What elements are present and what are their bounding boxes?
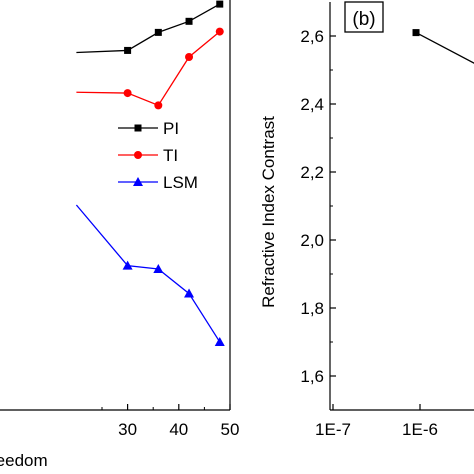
panel-b-series (412, 29, 474, 64)
series-pi-point (124, 46, 132, 54)
series-lsm-point (214, 336, 225, 346)
series-lsm-point (122, 260, 133, 270)
panel-b: 1,61,82,02,22,42,6 1E-71E-61E (b) Refrac… (259, 1, 474, 439)
legend-marker (133, 177, 143, 186)
panel-b-y-tick-label: 2,4 (300, 95, 324, 114)
legend-item-pi: PI (118, 119, 179, 138)
series-pi-point (216, 0, 224, 8)
panel-a-x-axis-label: reedom (0, 451, 48, 470)
panel-a-series (75, 0, 225, 346)
panel-b-y-ticks: 1,6 1,8 2,0 2,2 2,4 2,6 (300, 27, 336, 386)
panel-b-x-tick-label: 1E-7 (315, 420, 351, 439)
panel-b-label: (b) (352, 9, 375, 30)
panel-b-y-tick-label: 1,8 (300, 299, 324, 318)
series-ti (76, 27, 224, 110)
series-lsm (75, 204, 225, 346)
panel-b-series-point (412, 29, 420, 37)
panel-b-series-line (415, 32, 474, 64)
series-ti-point (123, 89, 132, 98)
panel-b-label-box (344, 1, 384, 33)
panel-b-y-tick-label: 2,0 (300, 231, 324, 250)
series-pi-point (154, 28, 162, 36)
panel-a-x-ticks: 30 40 50 (101, 404, 240, 439)
series-pi-point (185, 17, 193, 25)
series-pi (76, 0, 224, 54)
series-ti-line (76, 31, 221, 107)
panel-b-x-tick-label: 1E-6 (402, 420, 438, 439)
series-lsm-point (153, 263, 164, 273)
panel-b-x-ticks: 1E-71E-61E (315, 404, 438, 439)
panel-a-x-tick-label: 30 (118, 420, 137, 439)
series-ti-point (215, 27, 224, 36)
legend-label: PI (163, 119, 179, 138)
series-lsm-line (75, 204, 221, 343)
panel-b-y-axis-label: Refractive Index Contrast (259, 116, 278, 308)
series-pi-line (76, 3, 221, 54)
panel-a-legend: PI TI LSM (118, 119, 198, 192)
series-ti-point (185, 52, 194, 61)
panel-a-x-tick-label: 40 (169, 420, 188, 439)
series-lsm-point (184, 288, 195, 298)
panel-b-y-tick-label: 2,2 (300, 163, 324, 182)
legend-marker (134, 124, 142, 132)
legend-label: LSM (163, 173, 198, 192)
legend-marker (134, 151, 142, 159)
legend-item-ti: TI (118, 146, 178, 165)
panel-a: 30 40 50 reedom PI TI LSM (0, 0, 239, 470)
panel-b-y-tick-label: 2,6 (300, 27, 324, 46)
panel-b-y-tick-label: 1,6 (300, 367, 324, 386)
panel-a-x-tick-label: 50 (221, 420, 240, 439)
legend-label: TI (163, 146, 178, 165)
series-ti-point (154, 101, 163, 110)
legend-item-lsm: LSM (118, 173, 198, 192)
